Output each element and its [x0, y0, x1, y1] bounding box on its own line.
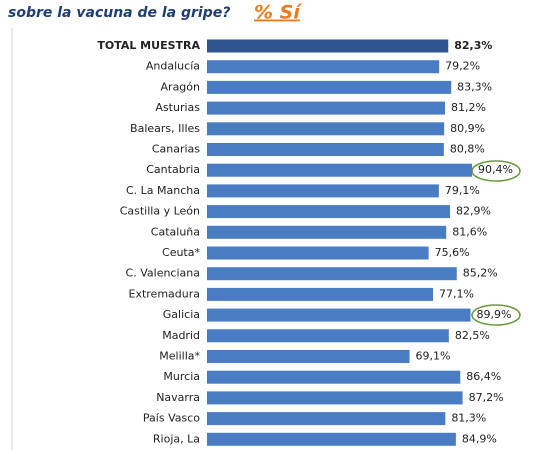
value-label: 79,1%	[445, 184, 480, 197]
category-label: Madrid	[162, 329, 200, 342]
value-label: 80,8%	[450, 143, 485, 156]
category-label: Melilla*	[159, 350, 200, 363]
category-label: Galicia	[163, 308, 200, 321]
value-label: 89,9%	[477, 308, 512, 321]
category-label: Cataluña	[151, 225, 200, 238]
value-label: 83,3%	[457, 80, 492, 93]
bar	[207, 412, 446, 426]
category-label: País Vasco	[143, 412, 200, 425]
value-label: 79,2%	[445, 60, 480, 73]
value-label: 81,3%	[451, 412, 486, 425]
value-label: 87,2%	[469, 391, 504, 404]
value-label: 81,6%	[452, 225, 487, 238]
value-label: 84,9%	[462, 432, 497, 445]
value-label: 69,1%	[416, 350, 451, 363]
value-label: 85,2%	[463, 267, 498, 280]
value-label: 90,4%	[478, 163, 513, 176]
category-label: Andalucía	[146, 60, 200, 73]
bar	[207, 80, 452, 94]
value-label: 77,1%	[439, 287, 474, 300]
bar	[207, 246, 429, 260]
bar	[207, 432, 456, 446]
category-label: Cantabria	[146, 163, 200, 176]
bar	[207, 370, 461, 384]
bar	[207, 122, 445, 136]
value-label: 82,9%	[456, 205, 491, 218]
highlight-circle	[471, 304, 521, 326]
chart-subtitle: % Sí	[254, 2, 302, 24]
bar	[207, 184, 439, 198]
bar	[207, 308, 471, 322]
value-label: 75,6%	[435, 246, 470, 259]
bar	[207, 163, 472, 177]
category-label: Castilla y León	[120, 205, 200, 218]
category-label: Navarra	[156, 391, 200, 404]
bar	[207, 143, 444, 156]
bar	[207, 329, 449, 343]
value-label: 86,4%	[466, 370, 501, 383]
category-label: Balears, Illes	[130, 122, 200, 135]
bar	[207, 60, 440, 74]
bar	[207, 287, 434, 301]
bar	[207, 101, 446, 115]
chart-title: sobre la vacuna de la gripe?	[8, 5, 230, 21]
category-label: C. Valenciana	[126, 267, 200, 280]
category-label: Aragón	[161, 80, 201, 93]
category-label: Murcia	[163, 370, 200, 383]
value-label: 80,9%	[450, 122, 485, 135]
category-label: Ceuta*	[162, 246, 200, 259]
value-label: 82,5%	[455, 329, 490, 342]
bar	[207, 267, 457, 281]
category-label: Asturias	[155, 101, 200, 114]
category-label: Canarias	[152, 143, 200, 156]
bar	[207, 39, 449, 53]
bar	[207, 391, 463, 405]
category-label: TOTAL MUESTRA	[97, 39, 200, 52]
category-label: Extremadura	[129, 287, 201, 300]
category-label: Rioja, La	[153, 432, 200, 445]
bar	[207, 205, 451, 219]
category-label: C. La Mancha	[126, 184, 200, 197]
value-label: 82,3%	[454, 39, 492, 52]
bar	[207, 225, 447, 239]
bar	[207, 350, 410, 363]
value-label: 81,2%	[451, 101, 486, 114]
